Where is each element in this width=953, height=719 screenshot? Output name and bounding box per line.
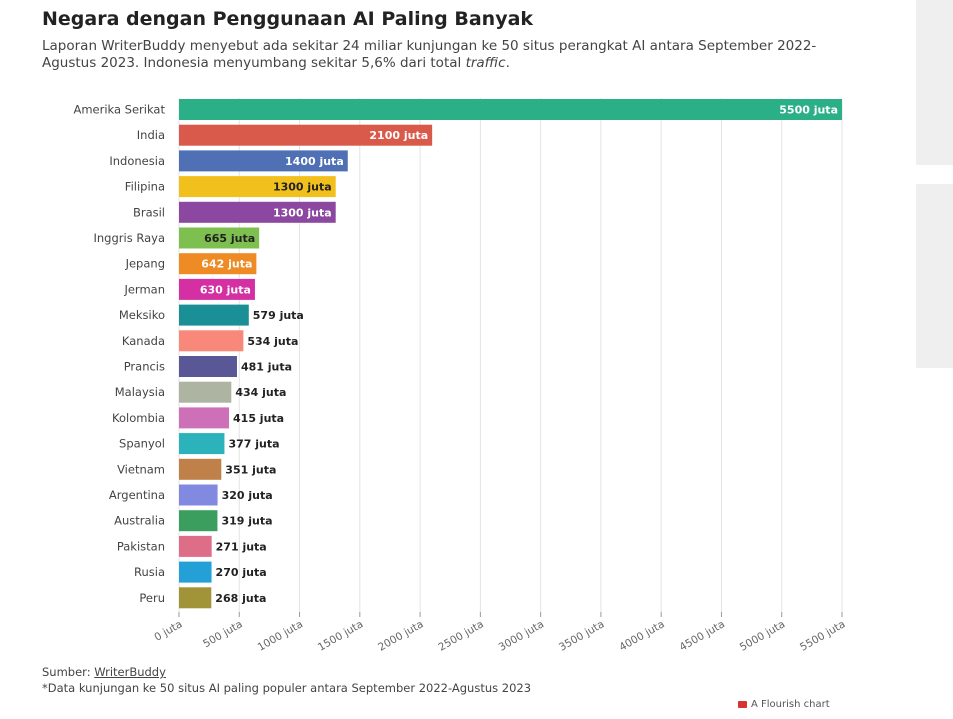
data-label: 2100 juta: [369, 129, 428, 142]
data-label: 5500 juta: [779, 104, 838, 117]
category-label: Australia: [114, 514, 165, 528]
category-label: India: [137, 128, 165, 142]
bar: [179, 304, 249, 326]
bar: [179, 253, 257, 275]
category-label: Spanyol: [119, 437, 165, 451]
x-tick-label: 0 juta: [152, 618, 184, 643]
bar: [179, 407, 230, 429]
bar: [179, 484, 218, 506]
category-label: Prancis: [124, 360, 165, 374]
subtitle-emphasis: traffic: [465, 55, 506, 71]
data-label: 434 juta: [235, 386, 286, 399]
x-tick-label: 3500 juta: [557, 618, 606, 653]
bar: [179, 150, 348, 172]
x-tick-label: 4500 juta: [677, 618, 726, 653]
side-panel-top: [916, 0, 953, 165]
data-label: 534 juta: [247, 335, 298, 348]
data-label: 665 juta: [204, 232, 255, 245]
x-tick-label: 4000 juta: [617, 618, 666, 653]
data-label: 642 juta: [201, 258, 252, 271]
bar: [179, 176, 336, 198]
data-label: 1300 juta: [273, 206, 332, 219]
data-label: 579 juta: [253, 309, 304, 322]
category-label: Rusia: [134, 565, 165, 579]
footnote: *Data kunjungan ke 50 situs AI paling po…: [42, 681, 532, 695]
source-line: Sumber: WriterBuddy: [42, 665, 166, 679]
data-label: 320 juta: [222, 489, 273, 502]
bar: [179, 99, 842, 120]
data-label: 415 juta: [233, 412, 284, 425]
bar: [179, 356, 237, 377]
data-label: 377 juta: [228, 438, 279, 451]
category-label: Malaysia: [115, 385, 165, 399]
x-tick-label: 1500 juta: [316, 618, 365, 653]
category-label: Peru: [139, 591, 165, 605]
bar: [179, 330, 244, 352]
category-label: Amerika Serikat: [73, 103, 165, 117]
bar: [179, 510, 218, 532]
data-label: 630 juta: [200, 283, 251, 296]
flourish-credit-label: A Flourish chart: [751, 699, 830, 710]
bar: [179, 433, 225, 455]
x-tick-label: 5500 juta: [798, 618, 847, 653]
bar: [179, 535, 212, 557]
data-label: 270 juta: [216, 566, 267, 579]
data-label: 319 juta: [221, 515, 272, 528]
bar: [179, 561, 212, 583]
category-label: Filipina: [125, 180, 165, 194]
data-label: 1300 juta: [273, 181, 332, 194]
subtitle-end: .: [505, 55, 510, 71]
bar: [179, 587, 212, 609]
side-panel-bottom: [916, 184, 953, 368]
x-tick-label: 2500 juta: [436, 618, 485, 653]
x-tick-label: 2000 juta: [376, 618, 425, 653]
page-subtitle: Laporan WriterBuddy menyebut ada sekitar…: [42, 38, 862, 72]
source-link[interactable]: WriterBuddy: [94, 665, 166, 679]
source-prefix: Sumber:: [42, 665, 95, 679]
bar: [179, 124, 433, 146]
category-label: Indonesia: [109, 154, 165, 168]
data-label: 1400 juta: [285, 155, 344, 168]
subtitle-text: Laporan WriterBuddy menyebut ada sekitar…: [42, 38, 817, 71]
category-label: Jerman: [123, 282, 165, 296]
bar: [179, 381, 232, 403]
x-tick-label: 3000 juta: [497, 618, 546, 653]
category-label: Pakistan: [117, 539, 165, 553]
data-label: 481 juta: [241, 361, 292, 374]
page-title: Negara dengan Penggunaan AI Paling Banya…: [42, 8, 534, 30]
category-label: Kolombia: [112, 411, 165, 425]
data-label: 351 juta: [225, 463, 276, 476]
category-label: Vietnam: [117, 462, 165, 476]
category-label: Jepang: [125, 257, 165, 271]
category-label: Inggris Raya: [94, 231, 166, 245]
x-tick-label: 500 juta: [201, 618, 245, 650]
flourish-logo-icon: [738, 700, 747, 708]
x-tick-label: 5000 juta: [738, 618, 787, 653]
category-label: Argentina: [109, 488, 165, 502]
flourish-credit[interactable]: A Flourish chart: [738, 699, 830, 710]
bar: [179, 201, 336, 223]
bar: [179, 227, 260, 249]
data-label: 271 juta: [216, 540, 267, 553]
category-label: Meksiko: [119, 308, 165, 322]
data-label: 268 juta: [215, 592, 266, 605]
x-tick-label: 1000 juta: [256, 618, 305, 653]
bar: [179, 278, 255, 300]
bar: [179, 458, 222, 480]
category-label: Brasil: [133, 205, 165, 219]
category-label: Kanada: [122, 334, 165, 348]
